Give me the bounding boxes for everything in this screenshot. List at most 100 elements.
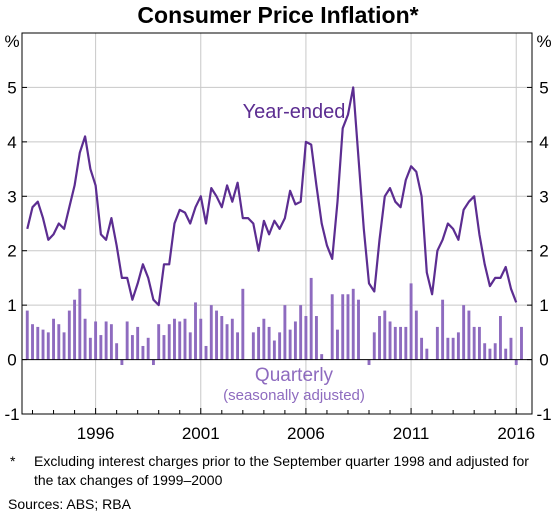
quarterly-bar — [414, 310, 418, 360]
x-tick-label: 1996 — [77, 424, 115, 443]
sources-line: Sources: ABS; RBA — [8, 496, 131, 512]
quarterly-bar — [346, 294, 350, 360]
quarterly-bar — [514, 359, 518, 366]
quarterly-bar — [293, 321, 297, 360]
y-tick-label-left: 1 — [7, 296, 16, 315]
quarterly-bar — [183, 318, 187, 360]
chart-title: Consumer Price Inflation* — [137, 2, 419, 28]
quarterly-bar — [73, 299, 77, 360]
quarterly-bar — [493, 343, 497, 360]
quarterly-bar — [251, 332, 255, 360]
inflation-chart: -1 -1 0 0 1 1 2 2 3 3 4 4 5 5 1996 2001 2006 2011 2016 % %… — [4, 32, 551, 443]
quarterly-bar — [52, 318, 55, 360]
quarterly-bar — [209, 305, 213, 360]
quarterly-bar — [99, 335, 103, 360]
quarterly-bar — [220, 316, 224, 360]
quarterly-bar — [420, 337, 424, 360]
quarterly-bar — [441, 299, 445, 360]
quarterly-bar — [151, 359, 155, 366]
quarterly-bar — [520, 326, 523, 360]
chart-notes: * Excluding interest charges prior to th… — [8, 452, 548, 514]
y-tick-label-right: 0 — [539, 351, 548, 370]
quarterly-bar — [225, 324, 229, 360]
quarterly-bar — [120, 359, 124, 366]
quarterly-bar — [157, 324, 161, 360]
quarterly-bar — [62, 332, 66, 360]
y-tick-label-left: 0 — [7, 351, 16, 370]
quarterly-bar — [504, 348, 508, 360]
y-tick-label-right: -1 — [536, 405, 551, 424]
footnote-text: Excluding interest charges prior to the … — [34, 453, 529, 488]
y-tick-label-right: 4 — [539, 133, 548, 152]
quarterly-bar — [236, 332, 240, 360]
y-tick-label-left: 3 — [7, 187, 16, 206]
quarterly-bar — [25, 310, 29, 360]
axis-labels: -1 -1 0 0 1 1 2 2 3 3 4 4 5 5 1996 2001 2006 2011 2016 — [4, 78, 551, 443]
x-tick-label: 2006 — [287, 424, 325, 443]
y-tick-label-right: 1 — [539, 296, 548, 315]
quarterly-bar — [399, 326, 403, 360]
quarterly-bar — [409, 283, 413, 360]
quarterly-bar — [483, 343, 487, 360]
quarterly-bar — [125, 321, 129, 360]
quarterly-bar — [383, 310, 387, 360]
quarterly-bar — [404, 326, 408, 360]
quarterly-bar — [357, 299, 360, 360]
quarterly-bar — [393, 326, 397, 360]
quarterly-bar — [283, 305, 287, 360]
quarterly-bar — [499, 316, 502, 360]
quarterly-bar — [425, 348, 429, 360]
y-tick-label-left: 2 — [7, 242, 16, 261]
x-tick-label: 2001 — [182, 424, 220, 443]
footnote: * Excluding interest charges prior to th… — [8, 452, 548, 490]
quarterly-bar — [115, 343, 119, 360]
quarterly-bar — [314, 316, 318, 360]
quarterly-bar — [272, 340, 276, 360]
year-ended-line — [26, 86, 518, 307]
quarterly-bars — [25, 277, 523, 366]
axis-ticks — [22, 32, 532, 415]
seasonally-adjusted-annotation: (seasonally adjusted) — [223, 387, 365, 404]
quarterly-bar — [162, 335, 166, 360]
year-ended-annotation: Year-ended — [243, 101, 346, 123]
quarterly-bar — [472, 326, 476, 360]
quarterly-bar — [130, 335, 134, 360]
x-tick-label: 2016 — [497, 424, 535, 443]
y-tick-label-left: 5 — [7, 78, 16, 97]
quarterly-bar — [446, 337, 450, 360]
year-ended-series-line — [26, 86, 518, 307]
quarterly-bar — [309, 277, 313, 360]
quarterly-bar — [36, 326, 40, 360]
quarterly-bar — [204, 345, 208, 360]
quarterly-bar — [46, 332, 50, 360]
quarterly-bar — [435, 326, 439, 360]
quarterly-bar — [278, 332, 282, 360]
quarterly-bar — [94, 321, 98, 360]
y-tick-label-right: 3 — [539, 187, 548, 206]
y-tick-label-left: 4 — [7, 133, 16, 152]
quarterly-bar — [488, 348, 492, 360]
quarterly-bar — [173, 318, 176, 360]
quarterly-bar — [241, 288, 245, 360]
x-tick-label: 2011 — [393, 424, 430, 443]
quarterly-bar — [136, 326, 140, 360]
quarterly-bar — [215, 310, 218, 360]
quarterly-bar — [456, 332, 460, 360]
quarterly-annotation: Quarterly — [255, 365, 334, 386]
quarterly-bar — [109, 324, 113, 360]
quarterly-bar — [388, 321, 392, 360]
quarterly-bar — [188, 332, 192, 360]
right-unit-label: % — [536, 32, 551, 51]
quarterly-bar — [194, 302, 197, 360]
quarterly-bar — [262, 318, 266, 360]
quarterly-bar — [467, 310, 471, 360]
quarterly-bar — [320, 354, 324, 360]
quarterly-bar — [41, 329, 45, 360]
quarterly-bar — [299, 305, 303, 360]
quarterly-bar — [104, 321, 108, 360]
quarterly-bar — [372, 332, 376, 360]
quarterly-bar — [230, 318, 234, 360]
quarterly-bar — [167, 324, 171, 360]
left-unit-label: % — [4, 32, 19, 51]
quarterly-bar — [67, 310, 71, 360]
